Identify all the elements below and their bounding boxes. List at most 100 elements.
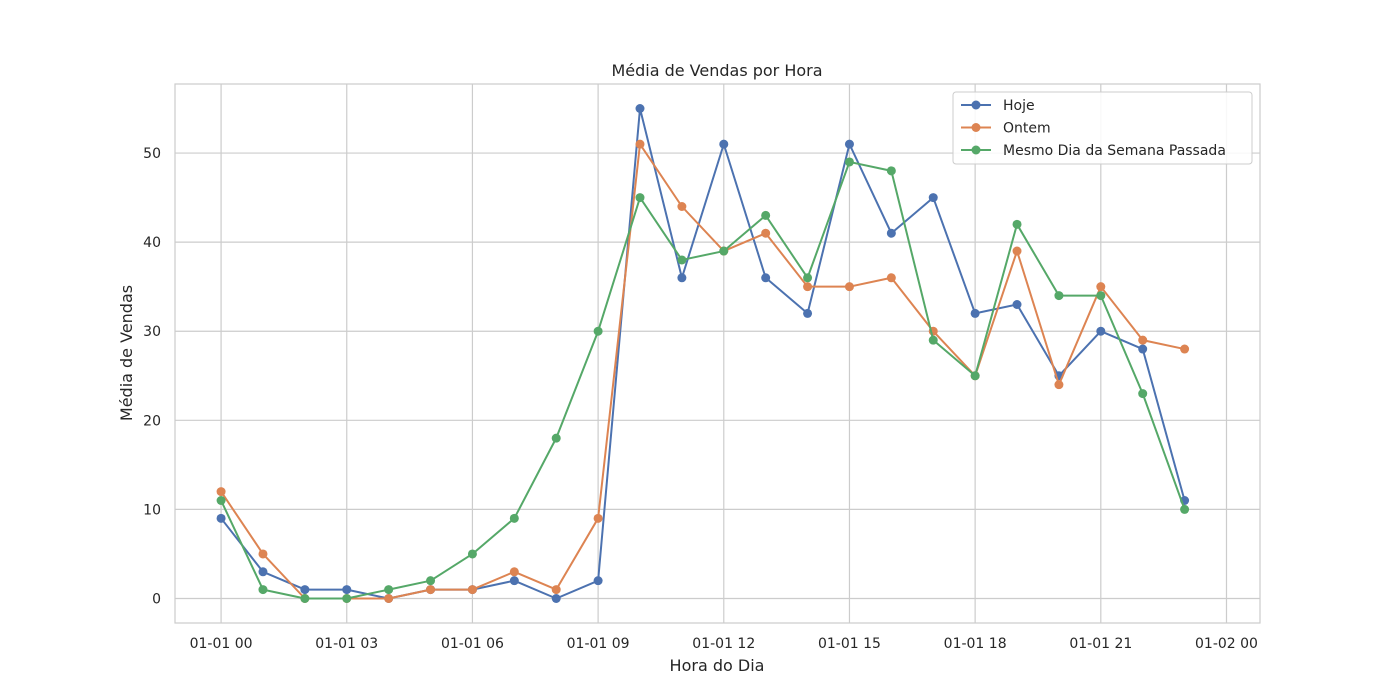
y-tick-labels: 0 10 20 30 40 50 <box>143 146 161 607</box>
data-point <box>677 273 687 283</box>
data-point <box>593 513 603 523</box>
legend-item: Hoje <box>961 98 1035 114</box>
legend-item: Mesmo Dia da Semana Passada <box>961 143 1226 159</box>
data-point <box>258 585 268 595</box>
data-point <box>886 166 896 176</box>
grid <box>175 84 1260 623</box>
data-point <box>844 157 854 167</box>
data-point <box>761 228 771 238</box>
legend-box <box>952 91 1253 165</box>
plot-frame <box>174 83 1261 624</box>
series-line <box>220 160 1186 600</box>
data-point <box>1138 344 1148 354</box>
x-tick-label: 01-01 12 <box>692 636 755 652</box>
data-point <box>1180 344 1190 354</box>
data-point <box>1096 291 1106 301</box>
data-point <box>300 585 310 595</box>
legend-item: Ontem <box>961 121 1051 137</box>
data-point <box>635 139 645 149</box>
data-point <box>844 282 854 292</box>
data-point <box>593 326 603 336</box>
y-tick-label: 20 <box>143 413 161 429</box>
data-point <box>1012 246 1022 256</box>
data-point <box>342 594 352 603</box>
x-tick-label: 01-01 15 <box>818 636 881 652</box>
series-3 <box>216 157 1190 603</box>
data-point <box>886 273 896 283</box>
x-tick-label: 01-01 00 <box>190 636 253 652</box>
series-2 <box>216 139 1190 603</box>
data-point <box>970 308 980 318</box>
data-point <box>761 273 771 283</box>
legend-label: Ontem <box>1003 121 1051 137</box>
data-point <box>426 576 436 586</box>
x-tick-label: 01-01 03 <box>315 636 378 652</box>
legend-label: Mesmo Dia da Semana Passada <box>1003 143 1226 159</box>
x-tick-label: 01-01 18 <box>944 636 1007 652</box>
data-point <box>1138 389 1148 399</box>
data-point <box>216 513 226 523</box>
data-point <box>509 576 519 586</box>
series-line <box>220 107 1186 600</box>
y-tick-label: 50 <box>143 146 161 162</box>
chart-title: Média de Vendas por Hora <box>611 61 822 80</box>
data-point <box>1096 326 1106 336</box>
data-point <box>509 567 519 577</box>
y-tick-label: 0 <box>152 592 161 608</box>
data-point <box>426 585 436 595</box>
data-point <box>803 273 813 283</box>
data-point <box>719 246 729 256</box>
data-point <box>258 549 268 559</box>
series-layer <box>216 104 1190 603</box>
x-axis-title: Hora do Dia <box>670 656 765 675</box>
legend-marker <box>971 123 981 132</box>
y-tick-label: 40 <box>143 235 161 251</box>
data-point <box>1096 282 1106 292</box>
data-point <box>384 585 394 595</box>
legend-label: Hoje <box>1003 98 1035 114</box>
series-1 <box>216 104 1190 603</box>
legend-marker <box>971 145 981 155</box>
x-tick-label: 01-01 06 <box>441 636 504 652</box>
y-axis-title: Média de Vendas <box>117 285 136 421</box>
data-point <box>635 193 645 203</box>
data-point <box>1138 335 1148 345</box>
legend: Hoje Ontem Mesmo Dia da Semana Passada <box>952 91 1253 165</box>
data-point <box>719 139 729 149</box>
data-point <box>886 228 896 238</box>
data-point <box>803 308 813 318</box>
data-point <box>593 576 603 586</box>
data-point <box>467 585 477 595</box>
x-tick-label: 01-02 00 <box>1195 636 1258 652</box>
data-point <box>467 549 477 559</box>
data-point <box>216 496 226 505</box>
data-point <box>844 139 854 149</box>
x-tick-label: 01-01 09 <box>567 636 630 652</box>
data-point <box>1054 380 1064 390</box>
legend-marker <box>971 100 981 110</box>
data-point <box>551 585 561 595</box>
data-point <box>761 210 771 220</box>
data-point <box>216 487 226 497</box>
data-point <box>509 513 519 523</box>
data-point <box>970 371 980 381</box>
data-point <box>635 104 645 113</box>
data-point <box>342 585 352 595</box>
data-point <box>1012 300 1022 309</box>
data-point <box>258 567 268 577</box>
data-point <box>803 282 813 292</box>
series-line <box>220 143 1185 600</box>
data-point <box>551 594 561 603</box>
data-point <box>300 594 310 603</box>
x-tick-label: 01-01 21 <box>1069 636 1132 652</box>
data-point <box>928 335 938 345</box>
data-point <box>928 193 938 203</box>
data-point <box>677 255 687 265</box>
data-point <box>384 594 394 603</box>
y-tick-label: 30 <box>143 324 161 340</box>
y-tick-label: 10 <box>143 502 161 518</box>
data-point <box>1012 219 1022 229</box>
data-point <box>1054 291 1064 301</box>
